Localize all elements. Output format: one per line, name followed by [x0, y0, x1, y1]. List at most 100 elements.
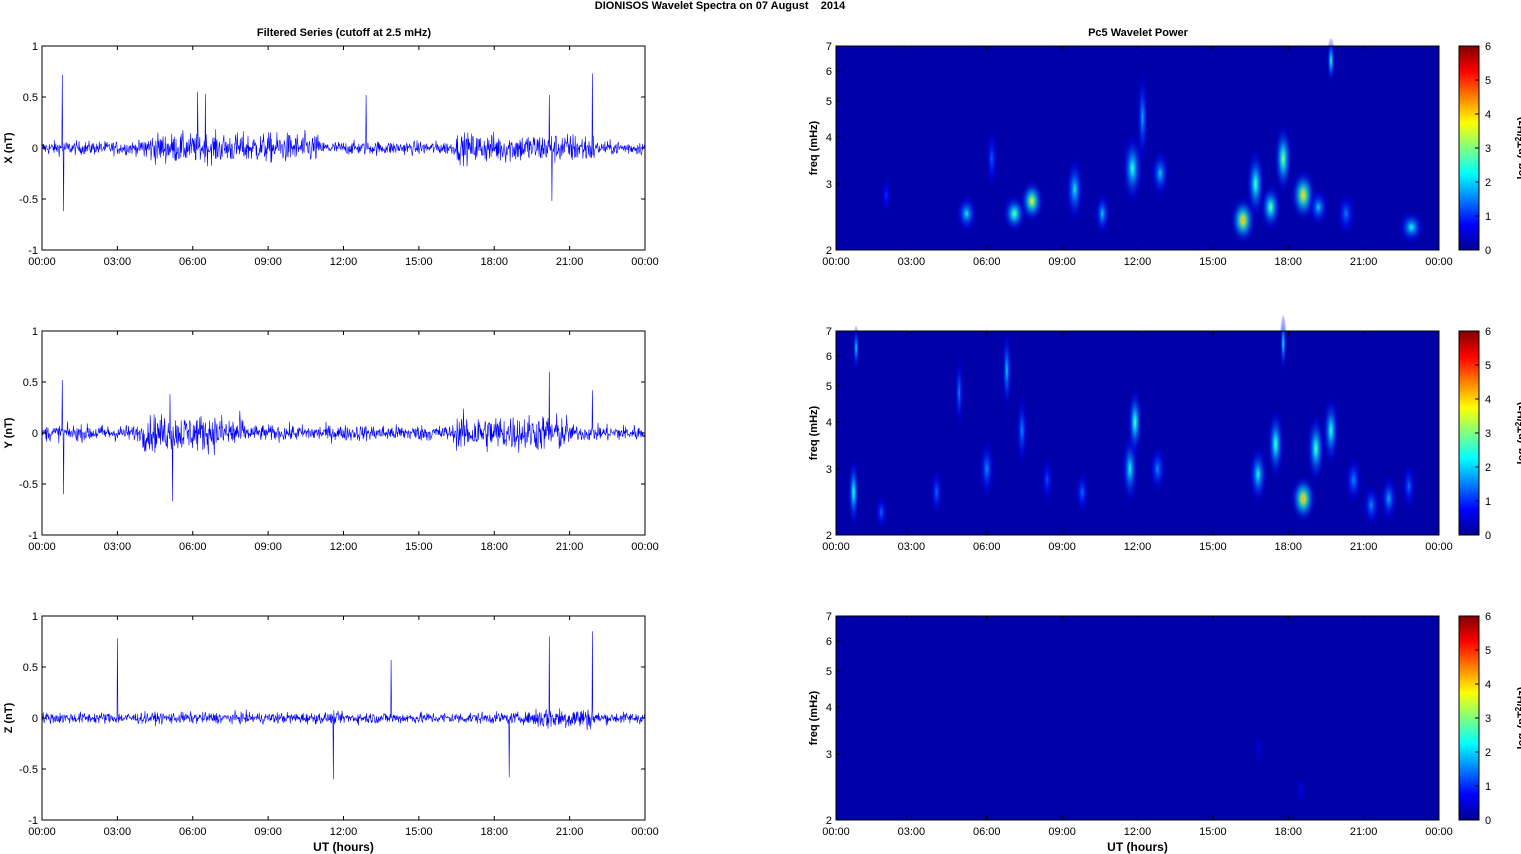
colorbar-tick-label: 2 — [1485, 462, 1491, 474]
y-tick-label: 1 — [32, 611, 38, 623]
y-axis-label: freq (mHz) — [808, 405, 820, 460]
y-tick-label: 0 — [32, 713, 38, 725]
wavelet-panel-1: 2 3 4 5 6 7 freq (mHz) 0 1 2 3 4 5 6 log2(nT2/Hz) 00:00… — [808, 38, 1521, 268]
power-blob — [1337, 193, 1355, 234]
colorbar-tick-label: 5 — [1485, 75, 1491, 87]
power-blob — [1308, 189, 1329, 226]
x-tick-label: 21:00 — [556, 541, 584, 553]
x-axis-label: UT (hours) — [1107, 840, 1168, 854]
y-tick-label: 0 — [32, 428, 38, 440]
x-tick-label: 18:00 — [1274, 256, 1302, 268]
y-tick-label: 2 — [826, 530, 832, 542]
series-line — [41, 631, 646, 780]
x-tick-label: 18:00 — [480, 541, 508, 553]
x-tick-label: 21:00 — [1350, 826, 1378, 838]
power-blob — [1274, 125, 1293, 193]
power-blob — [1065, 158, 1084, 221]
x-tick-label: 21:00 — [556, 826, 584, 838]
colorbar-tick-label: 6 — [1485, 611, 1491, 623]
x-axis-label: UT (hours) — [313, 840, 374, 854]
colorbar-tick-label: 3 — [1485, 428, 1491, 440]
y-tick-label: -0.5 — [19, 479, 38, 491]
x-tick-label: 00:00 — [631, 541, 659, 553]
power-blob — [1267, 410, 1284, 478]
y-tick-label: 7 — [826, 41, 832, 53]
wavelet-panel-3: 2 3 4 5 6 7 freq (mHz) 0 1 2 3 4 5 6 log2(nT2/Hz) 00:00… — [808, 611, 1521, 854]
y-tick-label: 0.5 — [23, 92, 38, 104]
x-tick-label: 15:00 — [405, 826, 433, 838]
x-tick-label: 00:00 — [822, 826, 850, 838]
colorbar-label: log2(nT2/Hz) — [1514, 116, 1521, 179]
x-tick-label: 03:00 — [104, 826, 132, 838]
wavelet-panel-2: 2 3 4 5 6 7 freq (mHz) 0 1 2 3 4 5 6 log2(nT2/Hz) 00:00… — [808, 315, 1521, 553]
x-tick-label: 12:00 — [1124, 541, 1152, 553]
x-tick-label: 06:00 — [973, 541, 1001, 553]
power-blob — [979, 440, 994, 498]
power-blob — [875, 496, 887, 528]
y-tick-label: 2 — [826, 245, 832, 257]
y-tick-label: 7 — [826, 611, 832, 623]
power-blob — [1363, 485, 1380, 526]
x-tick-label: 06:00 — [179, 541, 207, 553]
power-background — [836, 616, 1439, 820]
x-tick-label: 03:00 — [104, 256, 132, 268]
x-tick-label: 03:00 — [898, 826, 926, 838]
x-tick-label: 00:00 — [28, 826, 56, 838]
y-tick-label: 5 — [826, 381, 832, 393]
y-tick-label: 2 — [826, 815, 832, 827]
power-blob — [1249, 446, 1267, 503]
power-blob — [1246, 150, 1265, 218]
power-blob — [1016, 396, 1028, 465]
power-blob — [881, 178, 892, 213]
x-tick-label: 12:00 — [330, 826, 358, 838]
x-tick-label: 00:00 — [28, 256, 56, 268]
colorbar-tick-label: 3 — [1485, 713, 1491, 725]
x-tick-label: 12:00 — [1124, 256, 1152, 268]
colorbar-tick-label: 4 — [1485, 109, 1491, 121]
power-blob — [1296, 779, 1305, 802]
x-tick-label: 18:00 — [1274, 826, 1302, 838]
panels: -1 -0.5 0 0.5 1 X (nT) 00:00 03:00 06:00 09:00 12:… — [3, 38, 1521, 854]
x-tick-label: 06:00 — [179, 826, 207, 838]
x-tick-label: 09:00 — [254, 826, 282, 838]
colorbar-tick-label: 1 — [1485, 781, 1491, 793]
power-blob — [1151, 151, 1169, 196]
x-tick-label: 09:00 — [1048, 541, 1076, 553]
power-blob — [1260, 184, 1281, 230]
power-blob — [1280, 315, 1287, 372]
y-axis-label: freq (mHz) — [808, 690, 820, 745]
y-tick-label: 6 — [826, 66, 832, 78]
y-axis-label: Y (nT) — [3, 417, 15, 448]
power-blob — [1002, 331, 1012, 410]
figure-title: DIONISOS Wavelet Spectra on 07 August 20… — [595, 0, 846, 12]
power-blob — [1326, 38, 1335, 84]
x-tick-label: 18:00 — [480, 256, 508, 268]
x-tick-label: 15:00 — [1199, 826, 1227, 838]
power-blob — [1003, 195, 1026, 232]
power-blob — [1345, 457, 1362, 503]
y-tick-label: 3 — [826, 749, 832, 761]
power-blob — [1230, 197, 1256, 243]
x-tick-label: 09:00 — [254, 256, 282, 268]
y-tick-label: 4 — [826, 702, 832, 714]
x-tick-label: 15:00 — [1199, 256, 1227, 268]
power-blob — [1136, 73, 1149, 163]
x-tick-label: 00:00 — [1425, 826, 1453, 838]
y-tick-label: 7 — [826, 326, 832, 338]
right-column-title: Pc5 Wavelet Power — [1088, 27, 1189, 39]
power-blob — [1291, 476, 1316, 522]
colorbar-tick-label: 0 — [1485, 530, 1491, 542]
series-panel-1: -1 -0.5 0 0.5 1 X (nT) 00:00 03:00 06:00 09:00 12:… — [3, 41, 659, 268]
x-tick-label: 03:00 — [898, 256, 926, 268]
power-blob — [852, 325, 860, 371]
colorbar: 0 1 2 3 4 5 6 log2(nT2/Hz) — [1458, 326, 1521, 542]
x-tick-label: 12:00 — [330, 541, 358, 553]
power-blob — [1402, 463, 1416, 509]
y-tick-label: 0 — [32, 143, 38, 155]
x-tick-label: 00:00 — [631, 256, 659, 268]
series-line — [41, 73, 646, 212]
x-tick-label: 15:00 — [405, 541, 433, 553]
y-tick-label: 6 — [826, 351, 832, 363]
x-tick-label: 00:00 — [28, 541, 56, 553]
